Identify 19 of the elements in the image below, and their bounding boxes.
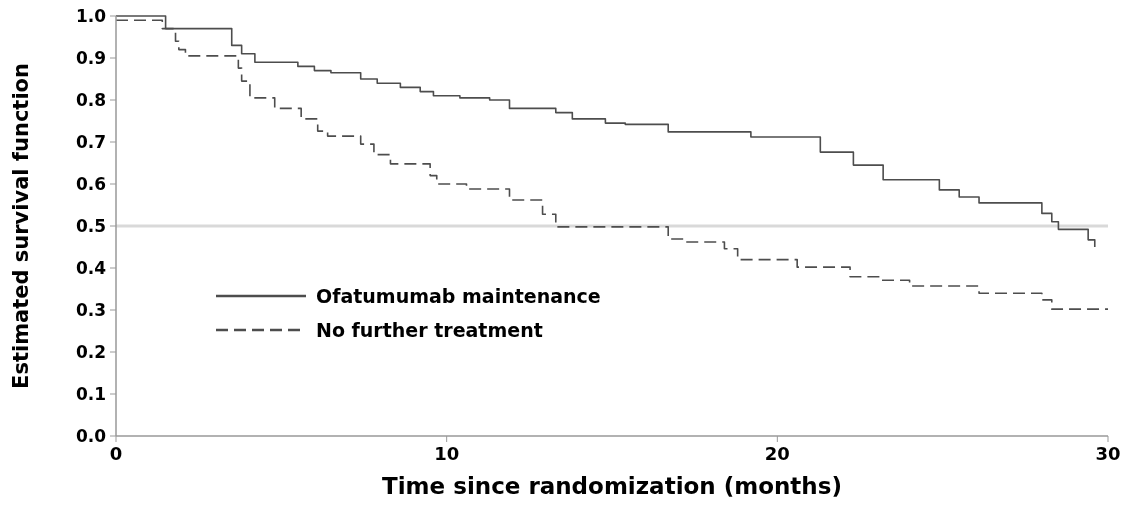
x-tick-label: 20 <box>764 443 790 464</box>
y-tick-label: 0.7 <box>75 131 106 152</box>
y-tick-label: 0.9 <box>75 47 106 68</box>
y-tick-label: 0.6 <box>75 173 106 194</box>
y-tick-label: 0.3 <box>75 299 106 320</box>
legend-label: Ofatumumab maintenance <box>316 284 601 307</box>
y-tick-label: 0.2 <box>75 341 106 362</box>
y-tick-label: 0.1 <box>75 383 106 404</box>
y-tick-label: 1.0 <box>75 5 107 26</box>
legend-label: No further treatment <box>316 318 543 341</box>
x-tick-label: 30 <box>1095 443 1121 464</box>
x-tick-label: 10 <box>434 443 460 464</box>
x-axis-title: Time since randomization (months) <box>382 473 842 499</box>
y-tick-label: 0.8 <box>75 89 106 110</box>
y-axis-title: Estimated survival function <box>9 63 33 389</box>
x-tick-label: 0 <box>109 443 123 464</box>
y-tick-label: 0.0 <box>75 425 107 446</box>
y-tick-label: 0.4 <box>75 257 107 278</box>
y-tick-label: 0.5 <box>75 215 106 236</box>
